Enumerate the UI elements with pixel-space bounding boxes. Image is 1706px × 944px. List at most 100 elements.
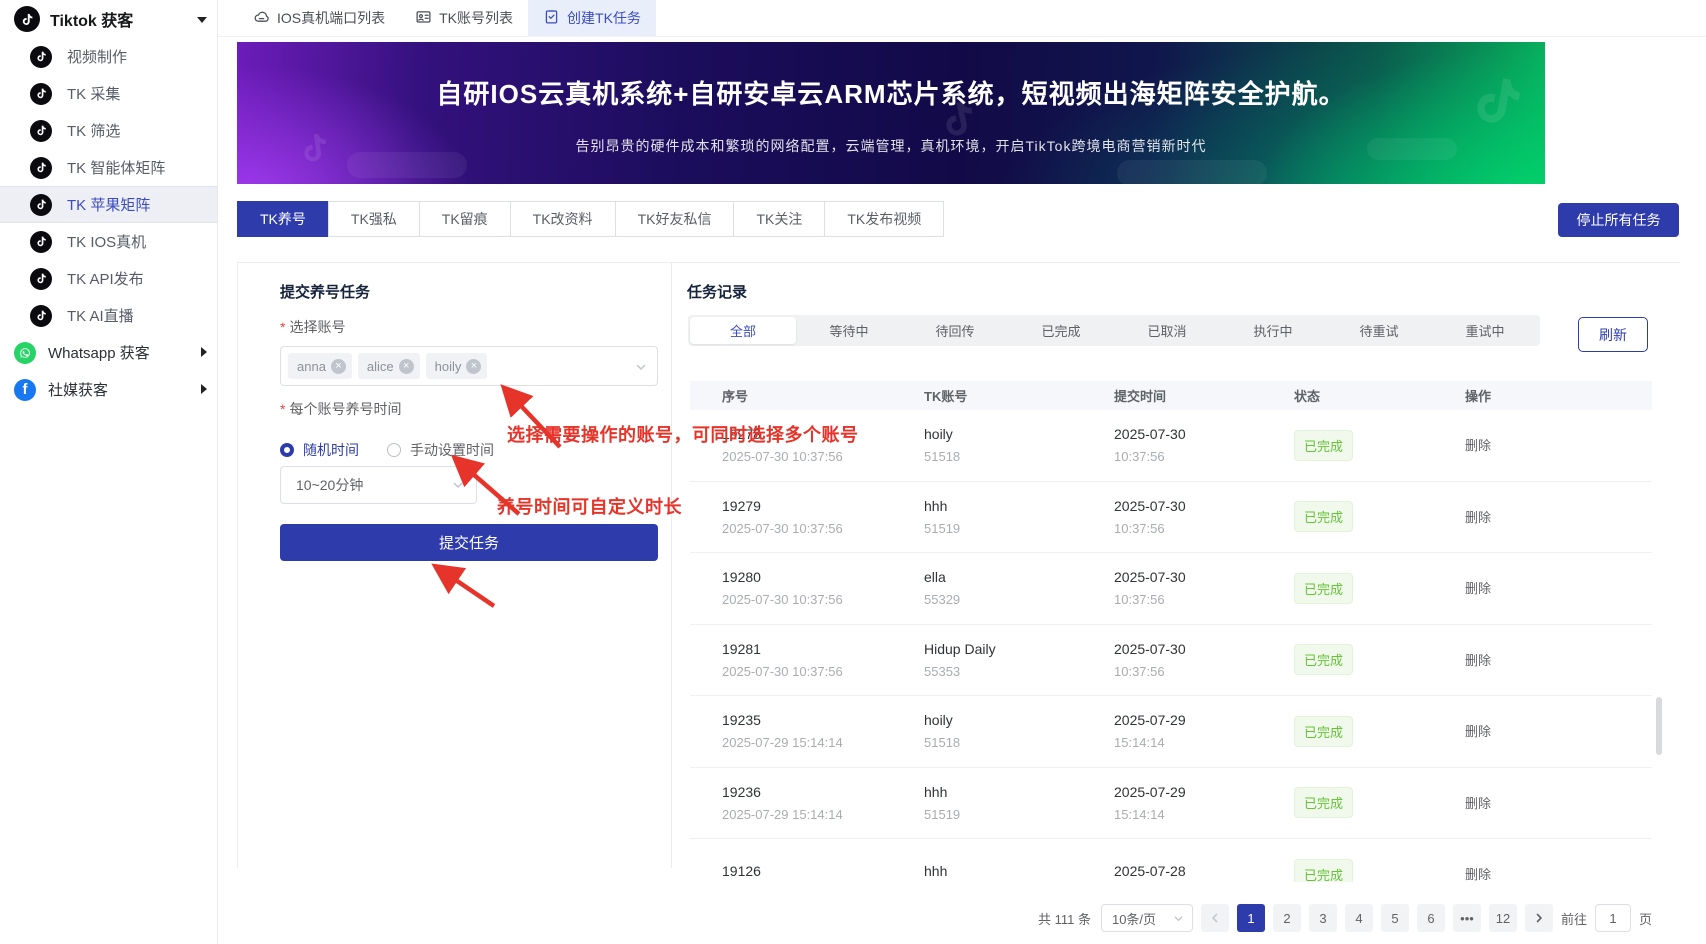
status-filter-tab[interactable]: 执行中	[1253, 324, 1293, 339]
duration-select[interactable]: 10~20分钟	[280, 466, 477, 504]
sidebar-item[interactable]: TK IOS真机	[0, 223, 217, 260]
page-button[interactable]: 6	[1416, 904, 1445, 932]
sidebar-item[interactable]: TK 采集	[0, 75, 217, 112]
page-button[interactable]: 4	[1344, 904, 1373, 932]
remove-tag-icon[interactable]: ×	[398, 358, 414, 374]
column-header-status: 状态	[1294, 389, 1321, 404]
status-filter-tab[interactable]: 已完成	[1041, 324, 1081, 339]
delete-action[interactable]: 删除	[1465, 795, 1492, 811]
sidebar-group-whatsapp[interactable]: Whatsapp 获客	[0, 334, 217, 371]
next-page-button[interactable]	[1524, 904, 1553, 932]
page-button[interactable]: 3	[1308, 904, 1337, 932]
row-submit-date: 2025-07-30	[1114, 426, 1186, 443]
prev-page-button[interactable]	[1200, 904, 1229, 932]
page-button[interactable]: 5	[1380, 904, 1409, 932]
stop-all-tasks-button[interactable]: 停止所有任务	[1558, 203, 1679, 237]
radio-random-time[interactable]: 随机时间	[280, 440, 359, 460]
tiktok-icon	[30, 82, 52, 105]
delete-action[interactable]: 删除	[1465, 724, 1492, 740]
remove-tag-icon[interactable]: ×	[330, 358, 346, 374]
account-tag[interactable]: anna ×	[288, 353, 352, 379]
table-row: 19236 2025-07-29 15:14:14 hhh 51519 2025…	[690, 768, 1652, 839]
tiktok-icon	[30, 267, 52, 290]
table-row: 19278 2025-07-30 10:37:56 hoily 51518 20…	[690, 410, 1652, 482]
status-filter-tab[interactable]: 全部	[690, 317, 796, 344]
status-filter-tab[interactable]: 已取消	[1147, 324, 1187, 339]
sidebar-item[interactable]: TK 智能体矩阵	[0, 149, 217, 186]
account-field-label: * 选择账号	[280, 319, 346, 335]
remove-tag-icon[interactable]: ×	[466, 358, 482, 374]
page-button[interactable]: 2	[1272, 904, 1301, 932]
page-button[interactable]: •••	[1452, 904, 1481, 932]
sidebar-item[interactable]: TK API发布	[0, 260, 217, 297]
radio-manual-time[interactable]: 手动设置时间	[387, 440, 494, 460]
account-tag[interactable]: hoily ×	[425, 353, 488, 379]
row-submit-time: 10:37:56	[1114, 663, 1165, 679]
page-size-select[interactable]: 10条/页	[1100, 904, 1193, 932]
status-filter-tab[interactable]: 待重试	[1359, 324, 1399, 339]
account-tag-label: anna	[297, 358, 326, 374]
status-filter-tab[interactable]: 待回传	[935, 324, 975, 339]
row-submit-date: 2025-07-30	[1114, 497, 1186, 514]
page-buttons: 1 2 3 4 5 6 ••• 12	[1236, 904, 1517, 932]
delete-action[interactable]: 删除	[1465, 652, 1492, 668]
goto-page-input[interactable]	[1594, 904, 1631, 932]
tiktok-icon	[30, 193, 52, 216]
task-type-tab[interactable]: TK养号	[237, 201, 329, 237]
account-tag[interactable]: alice ×	[357, 353, 420, 379]
sidebar-group-tiktok[interactable]: Tiktok 获客	[0, 0, 217, 38]
sidebar-item[interactable]: 视频制作	[0, 38, 217, 75]
task-type-tab[interactable]: TK关注	[733, 201, 826, 237]
account-tag-label: hoily	[434, 358, 462, 374]
sidebar-item[interactable]: TK AI直播	[0, 297, 217, 334]
sidebar-item-label: TK AI直播	[67, 308, 134, 325]
task-type-tab[interactable]: TK好友私信	[614, 201, 735, 237]
task-type-tab[interactable]: TK改资料	[509, 201, 616, 237]
delete-action[interactable]: 删除	[1465, 438, 1492, 454]
radio-selected-icon	[280, 443, 294, 457]
tab-account-list[interactable]: TK账号列表	[400, 0, 528, 36]
total-count: 共 111 条	[1037, 911, 1091, 927]
sidebar-item[interactable]: TK 苹果矩阵	[0, 186, 217, 223]
row-id-datetime: 2025-07-30 10:37:56	[722, 592, 843, 608]
status-badge: 已完成	[1294, 501, 1354, 533]
sidebar-item-label: TK 苹果矩阵	[67, 197, 151, 214]
table-row: 19280 2025-07-30 10:37:56 ella 55329 202…	[690, 553, 1652, 625]
panel-divider	[671, 262, 672, 868]
status-filter-tab[interactable]: 等待中	[829, 324, 869, 339]
refresh-button[interactable]: 刷新	[1578, 317, 1648, 352]
task-type-tab[interactable]: TK发布视频	[824, 201, 945, 237]
tab-ios-ports[interactable]: IOS真机端口列表	[238, 0, 400, 36]
row-submit-date: 2025-07-28	[1114, 862, 1186, 879]
row-account-id: 55353	[924, 663, 961, 679]
chevron-down-icon	[197, 10, 207, 28]
submit-task-button[interactable]: 提交任务	[280, 524, 658, 561]
page-button[interactable]: 12	[1488, 904, 1517, 932]
row-submit-time: 15:14:14	[1114, 735, 1165, 751]
table-scrollbar-thumb[interactable]	[1656, 697, 1662, 755]
account-multiselect[interactable]: anna × alice × hoily ×	[280, 346, 658, 386]
page-button[interactable]: 1	[1236, 904, 1265, 932]
hero-banner: 自研IOS云真机系统+自研安卓云ARM芯片系统，短视频出海矩阵安全护航。 告别昂…	[237, 42, 1545, 184]
delete-action[interactable]: 删除	[1465, 867, 1492, 882]
status-filter-tab[interactable]: 重试中	[1465, 324, 1505, 339]
sidebar-group-social[interactable]: f 社媒获客	[0, 371, 217, 408]
row-id-datetime: 2025-07-29 15:14:14	[722, 735, 843, 751]
delete-action[interactable]: 删除	[1465, 509, 1492, 525]
sidebar-item[interactable]: TK 筛选	[0, 112, 217, 149]
row-account-id: 51519	[924, 806, 961, 822]
row-submit-date: 2025-07-30	[1114, 569, 1186, 586]
sidebar-group-label: 社媒获客	[48, 382, 109, 399]
row-account-name: ella	[924, 569, 946, 586]
tab-create-task[interactable]: 创建TK任务	[528, 0, 656, 36]
pagination: 共 111 条 10条/页 1 2 3 4 5 6 ••• 12	[690, 903, 1652, 933]
delete-action[interactable]: 删除	[1465, 581, 1492, 597]
time-mode-radios: 随机时间 手动设置时间	[280, 440, 494, 460]
task-type-tab[interactable]: TK留痕	[418, 201, 511, 237]
row-id: 19279	[722, 497, 761, 514]
sidebar-group-label: Whatsapp 获客	[48, 345, 150, 362]
row-account-id: 51519	[924, 520, 961, 536]
row-account-id: 55329	[924, 592, 961, 608]
row-submit-time: 15:14:14	[1114, 806, 1165, 822]
task-type-tab[interactable]: TK强私	[327, 201, 420, 237]
